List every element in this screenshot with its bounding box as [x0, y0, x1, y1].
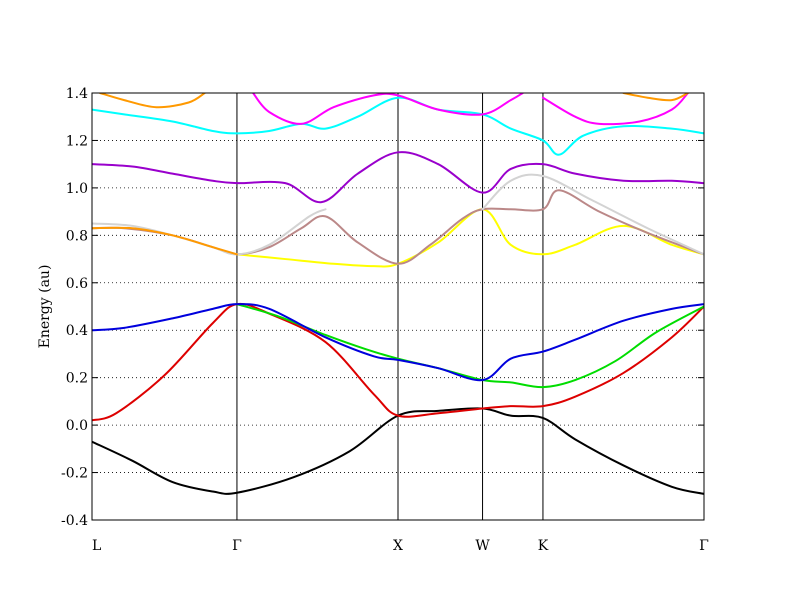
y-axis-label: Energy (au) — [37, 265, 53, 349]
y-tick-label: 0.6 — [66, 276, 88, 292]
band-line-2 — [92, 302, 704, 422]
y-tick-label: 0.4 — [66, 323, 88, 339]
band-series — [92, 93, 704, 495]
band-line-12 — [252, 93, 524, 125]
high-symmetry-lines — [236, 93, 544, 520]
band-line-4 — [92, 303, 704, 382]
band-line-3 — [235, 303, 704, 389]
y-tick-label: -0.4 — [61, 513, 88, 529]
band-line-11 — [92, 96, 704, 156]
band-line-8 — [481, 173, 704, 256]
x-tick-label: L — [92, 538, 101, 554]
y-tick-label: 0.0 — [66, 418, 88, 434]
x-tick-label: W — [475, 538, 490, 554]
y-tick-label: -0.2 — [61, 466, 88, 482]
y-tick-label: 1.4 — [66, 86, 88, 102]
x-tick-label: X — [393, 538, 403, 554]
band-line-1 — [92, 407, 704, 495]
band-line-13 — [541, 93, 689, 126]
band-line-15 — [622, 93, 689, 102]
x-tick-label: Γ — [699, 538, 709, 554]
y-tick-label: 0.8 — [66, 228, 88, 244]
y-tick-label: 1.2 — [66, 133, 88, 149]
y-tick-label: 1.0 — [66, 181, 88, 197]
plot-frame — [91, 92, 705, 521]
y-tick-label: 0.2 — [66, 371, 88, 387]
grid-lines — [92, 92, 704, 521]
band-line-9 — [92, 226, 238, 256]
band-line-7 — [92, 208, 327, 256]
x-tick-label: K — [538, 538, 549, 554]
band-line-10 — [92, 151, 704, 204]
x-tick-label: Γ — [232, 538, 242, 554]
band-line-14 — [99, 93, 206, 109]
y-tick-labels: -0.4 -0.2 0.0 0.2 0.4 0.6 0.8 1.0 1.2 1.4 — [61, 86, 88, 529]
